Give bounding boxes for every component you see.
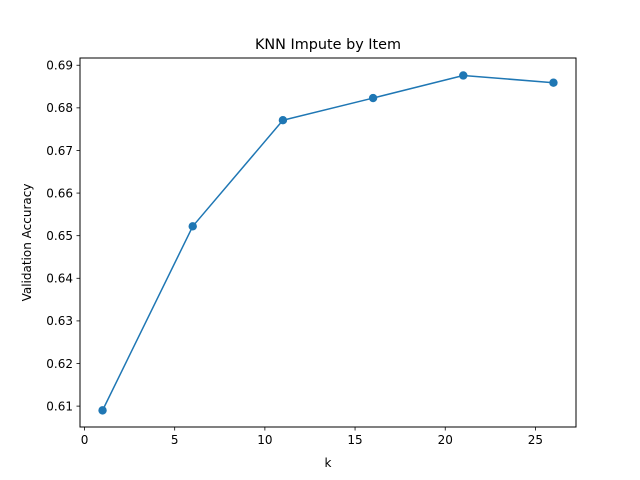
data-point	[188, 222, 197, 231]
y-tick-label: 0.64	[46, 272, 73, 286]
x-tick-label: 25	[528, 433, 543, 447]
y-tick-label: 0.66	[46, 186, 73, 200]
series-layer	[98, 71, 558, 415]
data-point	[459, 71, 468, 80]
data-point	[278, 116, 288, 125]
x-axis-label: k	[325, 456, 332, 470]
y-tick-label: 0.69	[46, 59, 73, 73]
y-tick-label: 0.67	[46, 144, 73, 158]
y-tick-label: 0.65	[46, 229, 73, 243]
data-point	[368, 93, 378, 103]
ticks-layer: 0 5 10 15 20 25 0.61 0.62 0.63 0.64 0.65 0.66 0.67 0.…	[46, 59, 543, 447]
plot-area	[80, 58, 576, 427]
chart-title: KNN Impute by Item	[255, 37, 401, 53]
x-tick-label: 0	[81, 433, 89, 447]
x-tick-label: 15	[347, 433, 362, 447]
y-tick-label: 0.68	[46, 101, 73, 115]
data-point	[549, 78, 558, 87]
x-tick-label: 20	[438, 433, 453, 447]
data-point	[98, 406, 107, 415]
x-tick-label: 10	[257, 433, 272, 447]
y-axis-label: Validation Accuracy	[20, 184, 34, 302]
x-tick-label: 5	[171, 433, 179, 447]
y-tick-label: 0.62	[46, 357, 73, 371]
series-line	[101, 74, 554, 411]
y-tick-label: 0.63	[46, 314, 73, 328]
y-tick-label: 0.61	[46, 399, 73, 413]
plot-frame	[79, 57, 577, 428]
